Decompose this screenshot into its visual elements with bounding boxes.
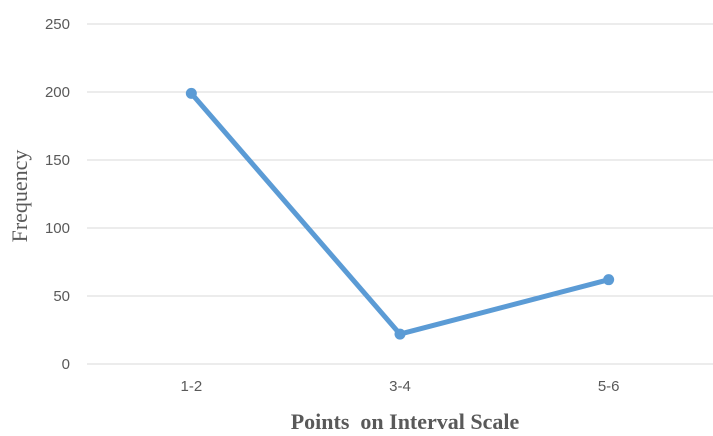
gridlines: [87, 23, 713, 365]
data-point-1-2: [185, 87, 197, 99]
x-axis-title: Points on Interval Scale: [291, 409, 520, 431]
x-axis-ticks: 1-2 3-4 5-6: [180, 378, 619, 395]
y-tick-label: 0: [62, 356, 70, 373]
x-tick-label: 1-2: [180, 378, 202, 395]
x-tick-label: 3-4: [389, 378, 411, 395]
series-group: [185, 87, 615, 340]
y-tick-label: 100: [45, 220, 70, 237]
y-axis-ticks: 0 50 100 150 200 250: [45, 16, 70, 373]
y-tick-label: 50: [53, 288, 70, 305]
y-tick-label: 150: [45, 152, 70, 169]
x-tick-label: 5-6: [598, 378, 620, 395]
y-tick-label: 200: [45, 84, 70, 101]
data-point-3-4: [394, 328, 406, 340]
data-point-5-6: [603, 274, 615, 286]
series-line: [188, 90, 612, 337]
y-tick-label: 250: [45, 16, 70, 33]
y-axis-title: Frequency: [7, 150, 32, 243]
